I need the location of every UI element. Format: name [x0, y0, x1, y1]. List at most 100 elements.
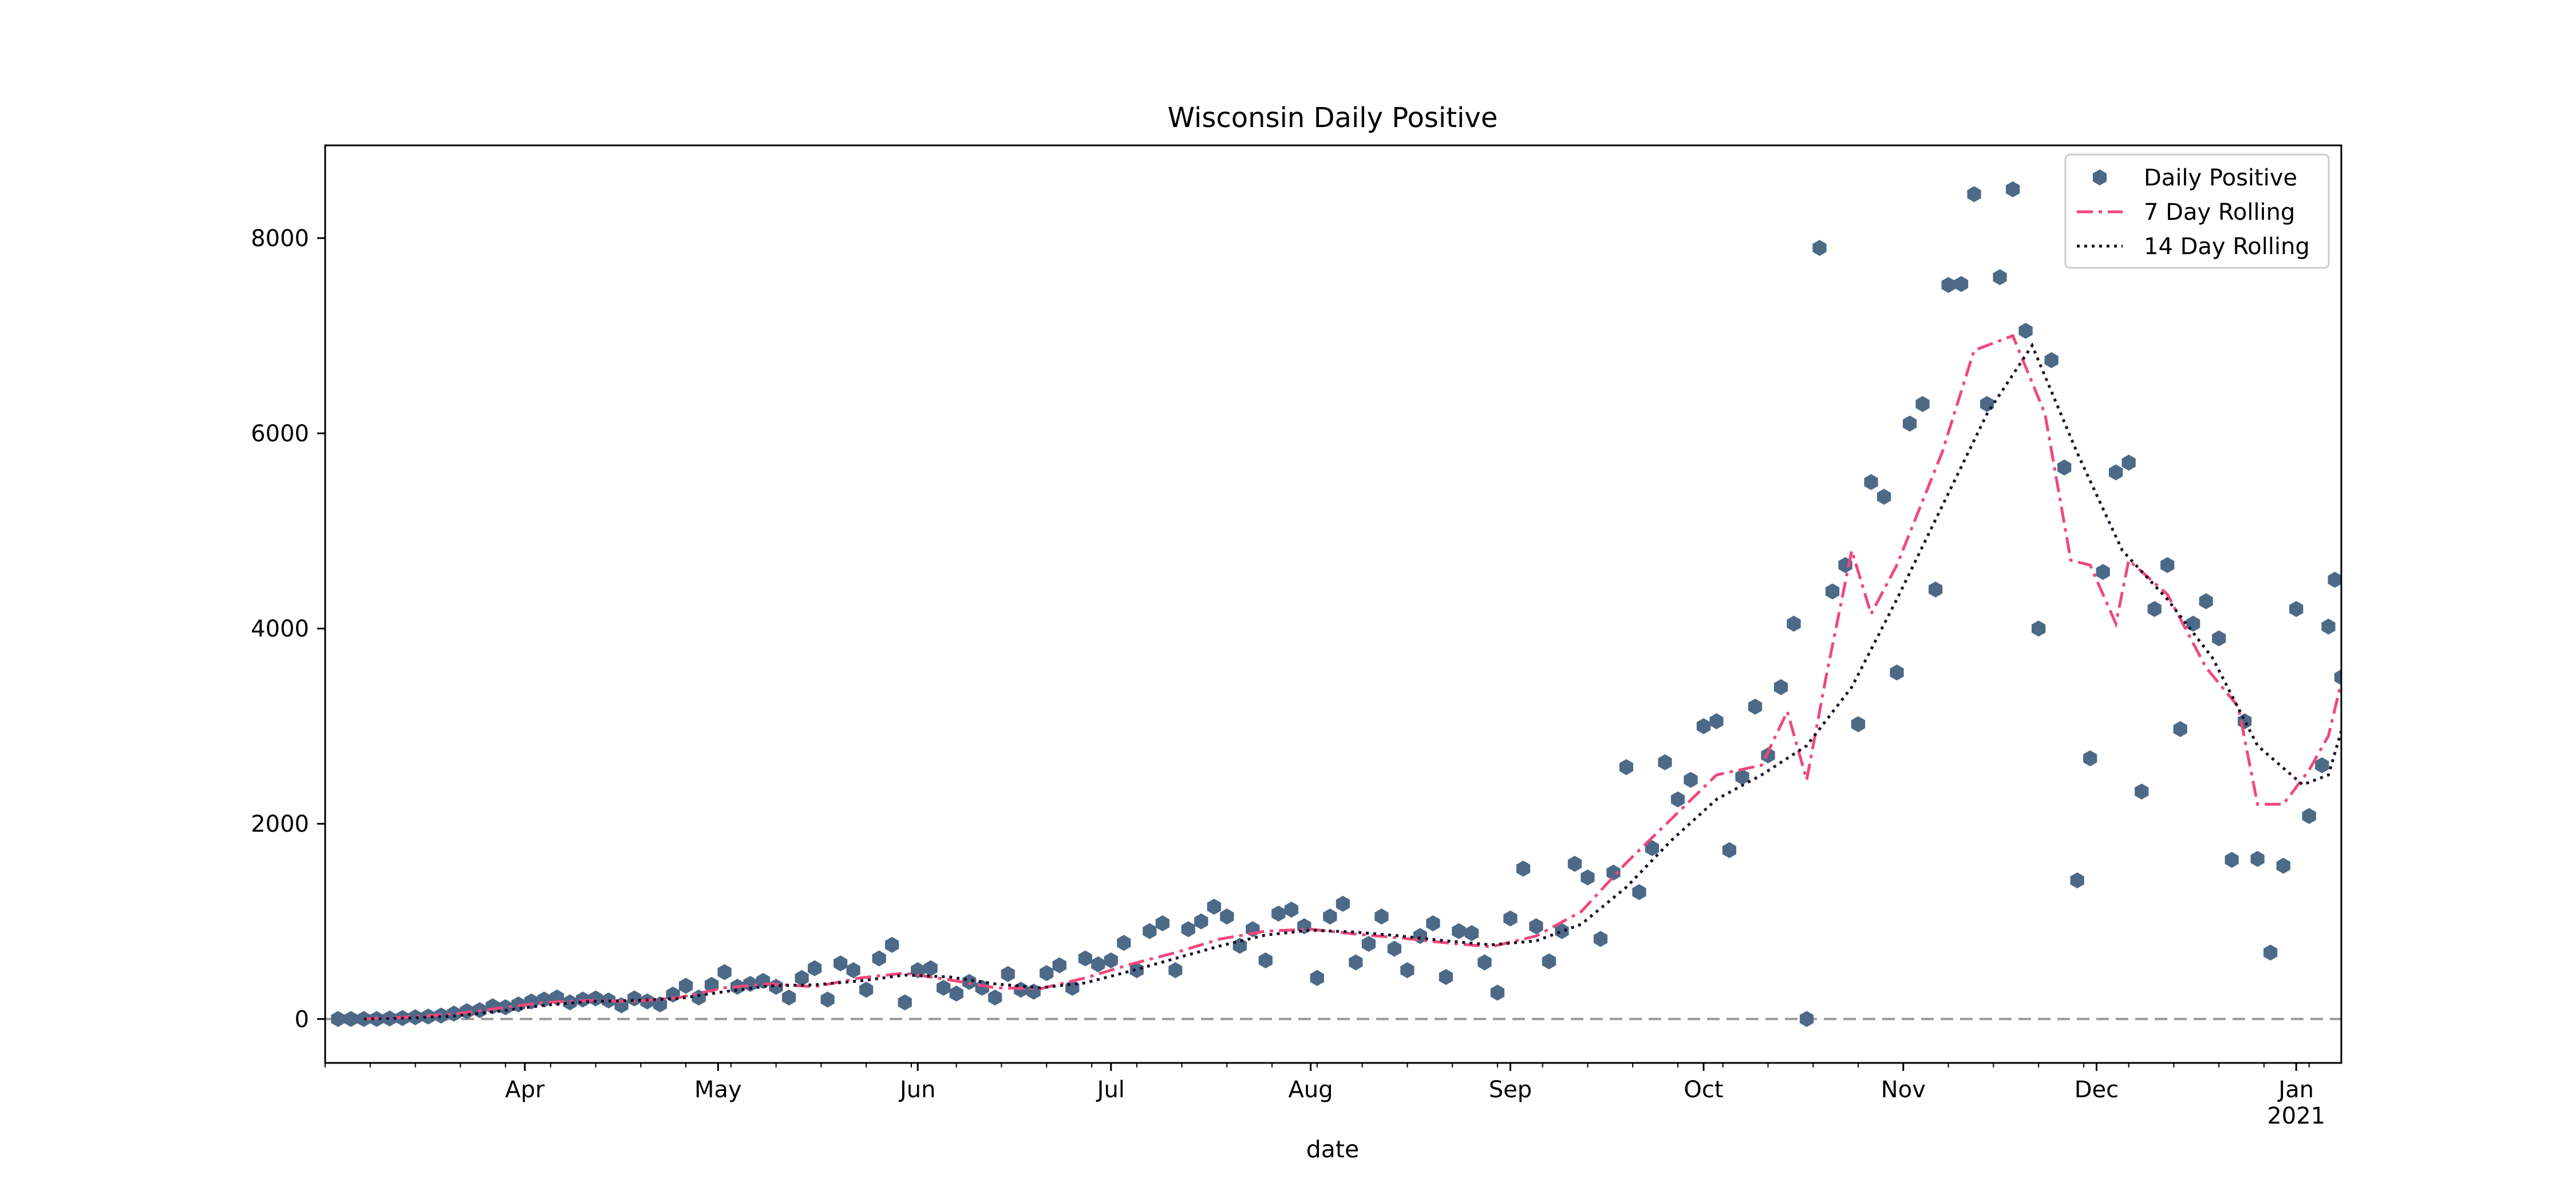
daily-positive-point: [2302, 808, 2316, 824]
daily-positive-point: [872, 950, 886, 967]
daily-positive-point: [1993, 269, 2007, 286]
daily-positive-point: [820, 991, 835, 1008]
daily-positive-point: [1735, 769, 1749, 785]
x-tick-label: May: [694, 1077, 742, 1103]
daily-positive-point: [1929, 581, 1943, 598]
daily-positive-point: [1890, 664, 1904, 681]
y-tick-label: 6000: [251, 421, 309, 447]
daily-positive-point: [2289, 601, 2304, 617]
daily-positive-point: [898, 994, 912, 1011]
daily-positive-point: [498, 999, 513, 1015]
daily-positive-point: [2044, 352, 2059, 369]
daily-positive-point: [2199, 593, 2213, 610]
daily-positive-point: [1194, 913, 1208, 930]
daily-positive-point: [782, 989, 796, 1006]
legend: Daily Positive 7 Day Rolling 14 Day Roll…: [2064, 153, 2330, 269]
daily-positive-point: [1258, 952, 1273, 968]
daily-positive-point: [343, 1011, 358, 1027]
daily-positive-point: [1490, 984, 1505, 1001]
daily-positive-point: [1684, 772, 1698, 788]
daily-positive-point: [1168, 962, 1183, 978]
x-tick-label: Sep: [1489, 1077, 1532, 1103]
daily-positive-point: [2212, 630, 2226, 647]
daily-positive-point: [2225, 852, 2239, 868]
daily-positive-point: [1452, 923, 1466, 939]
daily-positive-point: [679, 978, 693, 994]
daily-positive-point: [2096, 564, 2110, 580]
daily-positive-point: [1773, 679, 1788, 695]
daily-positive-point: [808, 960, 822, 976]
daily-positive-point: [1336, 896, 1350, 912]
daily-positive-point: [1207, 899, 1221, 915]
x-tick-label: Jul: [1096, 1077, 1125, 1103]
daily-positive-point: [1658, 754, 1672, 770]
daily-positive-point: [1439, 968, 1453, 985]
daily-positive-point: [1696, 718, 1711, 734]
daily-positive-point: [1555, 923, 1569, 939]
x-tick-label: Dec: [2075, 1077, 2119, 1103]
daily-positive-point: [1799, 1011, 1814, 1027]
x-tick-label: Apr: [505, 1077, 545, 1103]
daily-positive-point: [1310, 970, 1324, 986]
daily-positive-point: [1387, 940, 1401, 957]
daily-positive-point: [1220, 908, 1234, 925]
daily-positive-point: [1864, 474, 1878, 491]
daily-positive-point: [743, 975, 757, 992]
daily-positive-point: [2121, 454, 2136, 471]
x-tick-label: Nov: [1881, 1077, 1926, 1103]
daily-positive-point: [2250, 851, 2265, 867]
daily-positive-point: [1323, 908, 1337, 925]
y-axis: 0 2000 4000 6000 8000: [251, 226, 325, 1033]
fourteen-day-rolling-line: [364, 342, 2341, 1021]
daily-positive-point: [1825, 583, 1840, 600]
daily-positive-point: [2057, 459, 2072, 476]
daily-positive-point: [1349, 954, 1363, 971]
daily-positive-point: [1567, 856, 1582, 872]
plot-area: [324, 144, 2342, 1064]
daily-positive-point: [1091, 956, 1105, 972]
legend-box: [2064, 153, 2330, 269]
daily-positive-point: [2006, 181, 2020, 197]
daily-positive-point: [1619, 759, 1634, 776]
daily-positive-point: [1967, 186, 1981, 203]
daily-positive-point: [923, 960, 938, 976]
y-tick-label: 4000: [251, 616, 309, 642]
daily-positive-point: [1812, 240, 1827, 256]
daily-positive-point: [2334, 669, 2341, 686]
daily-positive-point: [1271, 906, 1286, 922]
daily-positive-point: [563, 994, 577, 1011]
daily-positive-point: [1400, 962, 1415, 978]
legend-hexagon-icon: [2092, 169, 2107, 185]
daily-positive-point: [1645, 840, 1660, 856]
x-axis-label: date: [1306, 1136, 1359, 1163]
x-tick-label: Jan: [2277, 1077, 2314, 1103]
daily-positive-point: [1477, 954, 1492, 971]
daily-positive-point: [1040, 965, 1054, 982]
plot-frame: [324, 144, 2342, 1064]
daily-positive-point: [859, 982, 874, 998]
daily-positive-point: [1748, 698, 1763, 715]
daily-positive-point: [1181, 921, 1195, 938]
legend-label-7-day-rolling: 7 Day Rolling: [2144, 199, 2295, 226]
daily-positive-point: [1529, 918, 1543, 935]
daily-positive-point: [1078, 950, 1092, 967]
daily-positive-point: [1361, 936, 1376, 952]
daily-positive-point: [1155, 915, 1170, 932]
daily-positive-point: [1052, 957, 1066, 974]
daily-positive-point: [885, 936, 899, 953]
daily-positive-point: [447, 1005, 461, 1022]
daily-positive-point: [1542, 953, 1556, 970]
daily-positive-point: [627, 990, 642, 1007]
daily-positive-point: [1903, 416, 1917, 432]
chart-title: Wisconsin Daily Positive: [1168, 102, 1498, 134]
y-tick-label: 8000: [251, 226, 309, 252]
legend-label-14-day-rolling: 14 Day Rolling: [2144, 234, 2310, 260]
daily-positive-point: [2315, 757, 2329, 773]
daily-positive-point: [988, 989, 1002, 1006]
daily-positive-point: [833, 955, 848, 972]
y-tick-label: 2000: [251, 811, 309, 837]
daily-positive-point: [1143, 923, 1157, 939]
daily-positive-point: [1954, 276, 1969, 292]
